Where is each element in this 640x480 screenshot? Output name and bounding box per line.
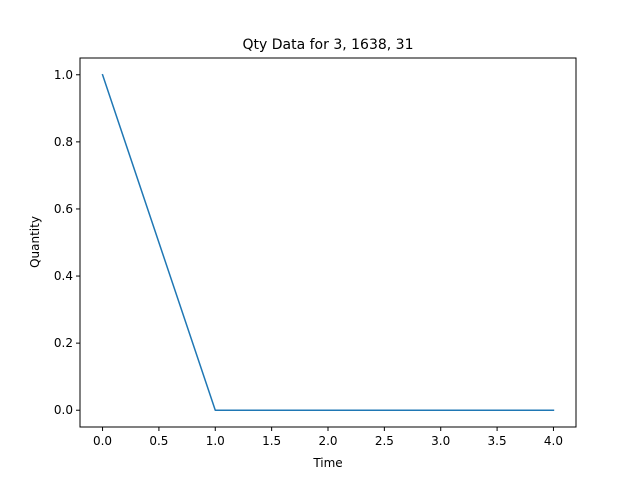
y-tick-label: 0.4 [54, 269, 73, 283]
plot-area: 0.0 0.5 1.0 1.5 2.0 2.5 3.0 3.5 4.0 0.0 0.2 0.4 0.6… [54, 57, 577, 448]
x-tick-label: 4.0 [544, 434, 563, 448]
x-axis-ticks: 0.0 0.5 1.0 1.5 2.0 2.5 3.0 3.5 4.0 [93, 427, 563, 448]
y-tick-label: 0.0 [54, 403, 73, 417]
x-axis-title: Time [312, 456, 342, 470]
x-tick-label: 1.0 [206, 434, 225, 448]
x-tick-label: 3.0 [431, 434, 450, 448]
y-tick-label: 0.8 [54, 135, 73, 149]
series-line-0 [101, 73, 555, 411]
x-tick-label: 3.5 [488, 434, 507, 448]
y-axis-ticks: 0.0 0.2 0.4 0.6 0.8 1.0 [54, 68, 80, 417]
x-tick-label: 0.0 [93, 434, 112, 448]
chart-title: Qty Data for 3, 1638, 31 [243, 37, 414, 53]
series-layer [101, 73, 555, 411]
x-tick-label: 2.5 [375, 434, 394, 448]
x-tick-label: 1.5 [262, 434, 281, 448]
y-axis-title: Quantity [28, 216, 42, 268]
y-tick-label: 0.2 [54, 336, 73, 350]
y-tick-label: 1.0 [54, 68, 73, 82]
x-tick-label: 0.5 [149, 434, 168, 448]
y-tick-label: 0.6 [54, 202, 73, 216]
x-tick-label: 2.0 [318, 434, 337, 448]
